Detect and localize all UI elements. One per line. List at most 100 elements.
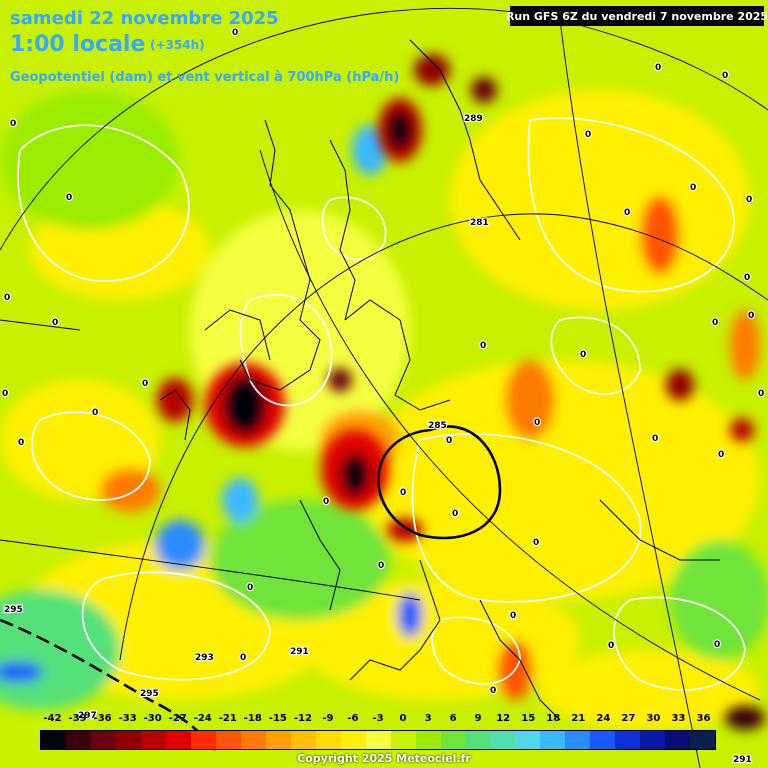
legend-swatch xyxy=(265,731,291,749)
color-legend xyxy=(40,730,716,750)
legend-swatch xyxy=(65,731,91,749)
isohypse-label: 293 xyxy=(195,653,214,663)
legend-label: 0 xyxy=(399,713,407,724)
zero-label: 0 xyxy=(533,538,539,548)
zero-label: 0 xyxy=(758,389,764,399)
zero-contours xyxy=(17,117,746,691)
legend-swatch xyxy=(365,731,391,749)
zero-label: 0 xyxy=(2,389,8,399)
isohypses xyxy=(0,425,502,751)
legend-swatch xyxy=(90,731,116,749)
legend-swatch xyxy=(415,731,441,749)
legend-label: 30 xyxy=(646,713,661,724)
legend-labels: -42 -39 -36 -33 -30 -27 -24 -21 -18 -15 -12 -9 -6 -3 0… xyxy=(40,713,716,727)
legend-label: 3 xyxy=(424,713,432,724)
zero-label: 0 xyxy=(400,488,406,498)
legend-label: -21 xyxy=(218,713,237,724)
legend-swatch xyxy=(41,731,66,749)
legend-swatch xyxy=(515,731,541,749)
legend-swatch xyxy=(665,731,691,749)
legend-swatch xyxy=(140,731,166,749)
forecast-time: 1:00 locale xyxy=(10,32,146,57)
legend-label: 36 xyxy=(696,713,711,724)
zero-label: 0 xyxy=(744,273,750,283)
contour-value-labels: 289 281 285 293 291 295 297 295 291 0 0 … xyxy=(1,27,765,766)
legend-label: -3 xyxy=(372,713,384,724)
zero-label: 0 xyxy=(624,208,630,218)
legend-label: -33 xyxy=(118,713,137,724)
legend-swatch xyxy=(390,731,416,749)
legend-swatch xyxy=(240,731,266,749)
legend-swatch xyxy=(640,731,666,749)
legend-label: -36 xyxy=(93,713,112,724)
legend-label: -30 xyxy=(143,713,162,724)
zero-label: 0 xyxy=(446,436,452,446)
legend-label: 9 xyxy=(474,713,482,724)
zero-label: 0 xyxy=(480,341,486,351)
legend-label: 24 xyxy=(596,713,611,724)
isohypse-label: 291 xyxy=(733,755,752,765)
zero-label: 0 xyxy=(240,653,246,663)
legend-label: -27 xyxy=(168,713,187,724)
coastlines xyxy=(159,39,720,721)
zero-label: 0 xyxy=(10,119,16,129)
zero-label: 0 xyxy=(52,318,58,328)
legend-label: 27 xyxy=(621,713,636,724)
zero-label: 0 xyxy=(534,418,540,428)
legend-label: 12 xyxy=(496,713,511,724)
zero-label: 0 xyxy=(690,183,696,193)
legend-label: -24 xyxy=(193,713,212,724)
isohypse-label: 289 xyxy=(464,114,483,124)
legend-label: -18 xyxy=(243,713,262,724)
legend-label: 18 xyxy=(546,713,561,724)
isohypse-label: 297 xyxy=(78,711,97,721)
legend-swatch xyxy=(340,731,366,749)
legend-swatch xyxy=(290,731,316,749)
legend-label: 6 xyxy=(449,713,457,724)
field-title: Geopotentiel (dam) et vent vertical à 70… xyxy=(10,70,400,85)
legend-swatch xyxy=(190,731,216,749)
zero-label: 0 xyxy=(247,583,253,593)
legend-swatch xyxy=(690,731,716,749)
zero-label: 0 xyxy=(746,195,752,205)
zero-label: 0 xyxy=(652,434,658,444)
copyright: Copyright 2025 Meteociel.fr xyxy=(297,752,471,765)
legend-swatch xyxy=(615,731,641,749)
legend-swatch xyxy=(315,731,341,749)
legend-label: -42 xyxy=(43,713,62,724)
isohypse-label: 285 xyxy=(428,421,447,431)
zero-label: 0 xyxy=(748,311,754,321)
zero-label: 0 xyxy=(580,350,586,360)
legend-swatch xyxy=(165,731,191,749)
legend-label: -15 xyxy=(268,713,287,724)
zero-label: 0 xyxy=(66,193,72,203)
legend-swatch xyxy=(115,731,141,749)
legend-swatch xyxy=(590,731,616,749)
isohypse-label: 291 xyxy=(290,647,309,657)
legend-swatch xyxy=(490,731,516,749)
zero-label: 0 xyxy=(4,293,10,303)
legend-swatch xyxy=(440,731,466,749)
legend-label: -9 xyxy=(322,713,334,724)
zero-label: 0 xyxy=(323,497,329,507)
zero-label: 0 xyxy=(232,28,238,38)
legend-label: -12 xyxy=(293,713,312,724)
zero-label: 0 xyxy=(714,640,720,650)
isohypse-label: 281 xyxy=(470,218,489,228)
zero-label: 0 xyxy=(712,318,718,328)
zero-label: 0 xyxy=(585,130,591,140)
zero-label: 0 xyxy=(722,71,728,81)
forecast-date: samedi 22 novembre 2025 xyxy=(10,8,279,29)
zero-label: 0 xyxy=(18,438,24,448)
zero-label: 0 xyxy=(510,611,516,621)
legend-label: 15 xyxy=(521,713,536,724)
legend-label: -6 xyxy=(347,713,359,724)
legend-label: -39 xyxy=(68,713,87,724)
zero-label: 0 xyxy=(655,63,661,73)
zero-label: 0 xyxy=(718,450,724,460)
run-info: Run GFS 6Z du vendredi 7 novembre 2025 xyxy=(506,6,768,26)
zero-label: 0 xyxy=(92,408,98,418)
zero-label: 0 xyxy=(608,641,614,651)
legend-swatch xyxy=(540,731,566,749)
